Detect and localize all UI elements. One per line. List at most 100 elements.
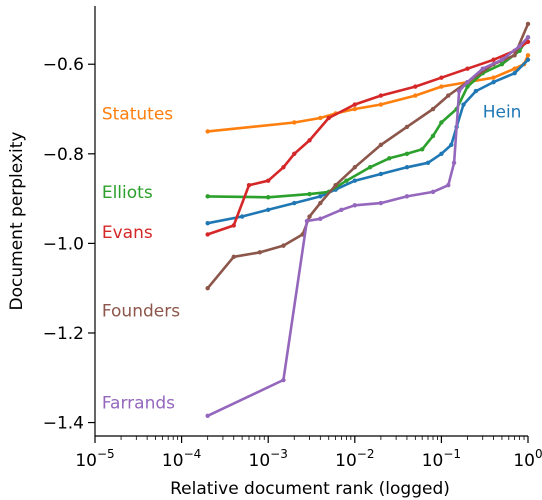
data-point-evans	[231, 223, 236, 228]
data-point-elliots	[367, 165, 373, 170]
data-point-hein	[239, 214, 245, 219]
data-point-founders	[404, 124, 410, 130]
data-point-evans	[307, 138, 312, 143]
data-point-statutes	[378, 102, 384, 107]
data-point-founders	[307, 214, 312, 219]
x-tick-base: 10	[162, 451, 184, 471]
data-point-farrands	[517, 44, 522, 49]
data-point-hein	[525, 57, 531, 62]
data-point-elliots	[205, 194, 210, 199]
x-tick-exponent: −3	[270, 447, 288, 461]
data-point-hein	[352, 178, 357, 183]
series-label-statutes: Statutes	[102, 105, 173, 125]
data-point-hein	[378, 171, 384, 177]
data-point-evans	[465, 66, 470, 71]
data-point-elliots	[404, 151, 410, 157]
x-tick-base: 10	[422, 451, 444, 471]
data-point-statutes	[352, 106, 357, 112]
data-point-hein	[461, 102, 466, 107]
x-tick-label: 10−1	[422, 447, 461, 471]
data-point-evans	[266, 178, 271, 183]
data-point-founders	[446, 93, 451, 98]
series-line-farrands	[206, 36, 530, 418]
x-tick-exponent: −2	[357, 447, 375, 461]
data-point-elliots	[430, 133, 436, 139]
data-point-founders	[430, 106, 436, 112]
data-point-founders	[378, 142, 384, 148]
data-point-elliots	[419, 147, 425, 152]
data-point-farrands	[205, 413, 210, 419]
data-point-elliots	[387, 156, 392, 161]
series-line-statutes	[206, 54, 530, 133]
data-point-evans	[352, 102, 357, 107]
data-point-statutes	[413, 93, 418, 98]
data-point-founders	[352, 165, 357, 170]
data-point-hein	[292, 200, 297, 206]
data-point-farrands	[456, 88, 462, 94]
y-ticks: −0.6 −0.8 −1.0 −1.2 −1.4	[43, 55, 95, 434]
data-point-hein	[425, 160, 431, 165]
data-point-farrands	[281, 377, 286, 383]
data-point-evans	[378, 93, 384, 98]
data-point-statutes	[439, 84, 444, 89]
data-point-hein	[266, 207, 271, 213]
x-tick-label: 10−4	[162, 447, 201, 471]
data-point-hein	[512, 70, 517, 76]
data-point-farrands	[378, 200, 384, 206]
series-label-elliots: Elliots	[102, 183, 153, 203]
y-tick-label: −1.2	[43, 324, 84, 344]
data-point-evans	[292, 151, 297, 157]
series-label-founders: Founders	[102, 302, 180, 322]
x-tick-exponent: 0	[535, 447, 542, 461]
data-point-statutes	[205, 129, 210, 134]
axes	[94, 6, 528, 437]
data-point-hein	[205, 221, 210, 226]
series-label-farrands: Farrands	[102, 393, 175, 413]
data-point-statutes	[525, 53, 531, 58]
series-line-evans	[206, 40, 530, 236]
data-point-farrands	[318, 216, 323, 221]
data-point-farrands	[339, 207, 344, 213]
data-point-hein	[491, 79, 496, 85]
data-point-founders	[281, 243, 286, 248]
series-label-evans: Evans	[102, 223, 153, 243]
y-axis-label: Document perplexity	[7, 132, 27, 311]
data-point-hein	[318, 194, 323, 199]
series-label-hein: Hein	[483, 102, 522, 122]
x-ticks: 10−5 10−4 10−3 10−2 10−1 100	[75, 436, 542, 471]
x-tick-exponent: −4	[184, 447, 202, 461]
series-line-elliots	[206, 36, 530, 199]
data-point-farrands	[465, 79, 470, 85]
y-tick-label: −0.6	[43, 55, 84, 75]
x-tick-base: 10	[75, 451, 97, 471]
x-tick-label: 10−3	[249, 447, 288, 471]
data-point-founders	[512, 53, 517, 58]
x-tick-exponent: −5	[97, 447, 115, 461]
data-point-elliots	[499, 62, 505, 67]
data-point-founders	[525, 21, 531, 27]
x-tick-base: 10	[513, 451, 535, 471]
y-tick-label: −1.0	[43, 234, 84, 254]
data-point-farrands	[480, 66, 485, 71]
data-point-founders	[205, 285, 210, 291]
data-point-farrands	[304, 218, 310, 224]
data-point-statutes	[318, 115, 323, 121]
series-labels: Statutes Hein Elliots Evans Founders Farrands	[102, 102, 522, 413]
x-tick-label: 10−2	[335, 447, 374, 471]
data-point-farrands	[404, 194, 410, 199]
series-line-hein	[206, 58, 530, 225]
data-point-elliots	[266, 195, 271, 200]
plot-series	[205, 21, 531, 419]
data-point-elliots	[465, 84, 470, 89]
data-point-statutes	[491, 75, 496, 80]
data-point-hein	[439, 151, 444, 157]
x-tick-base: 10	[335, 451, 357, 471]
data-point-evans	[246, 182, 252, 188]
data-point-evans	[281, 165, 286, 170]
data-point-evans	[491, 57, 496, 62]
data-point-founders	[231, 254, 236, 260]
data-point-hein	[473, 88, 479, 94]
x-tick-label: 10−5	[75, 447, 114, 471]
data-point-farrands	[430, 189, 436, 195]
